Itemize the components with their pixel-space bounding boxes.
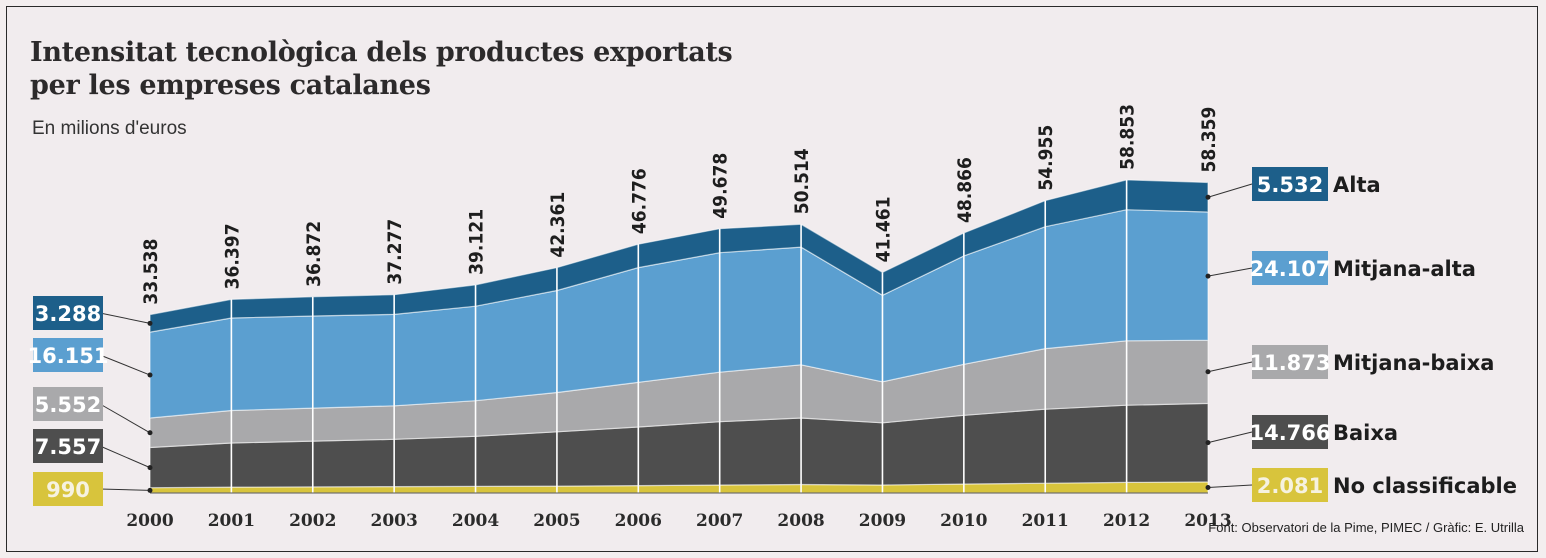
leader-dot (1205, 484, 1211, 490)
total-label: 58.853 (1117, 104, 1139, 170)
x-axis-ticks: 2000 2001 2002 2003 2004 2005 2006 2007 2008 2009… (126, 511, 1231, 531)
total-label: 41.461 (872, 196, 894, 262)
total-label: 39.121 (466, 209, 488, 275)
start-badge-value: 3.288 (35, 302, 101, 326)
year-separators (230, 179, 1128, 493)
end-badge (1252, 251, 1328, 285)
end-badge-value: 11.873 (1249, 351, 1330, 375)
x-tick-label: 2011 (1022, 511, 1069, 531)
series-name-label: Alta (1333, 173, 1381, 197)
start-badge (33, 338, 103, 372)
source-credit: Font: Observatori de la Pime, PIMEC / Gr… (1208, 520, 1524, 535)
end-badge-value: 2.081 (1257, 474, 1323, 498)
start-badge-value: 5.552 (35, 393, 101, 417)
chart-title: Intensitat tecnològica dels productes ex… (30, 36, 733, 102)
start-badge (33, 472, 103, 506)
x-tick-label: 2007 (696, 511, 743, 531)
total-label: 49.678 (710, 153, 732, 219)
start-badge-value: 16.151 (27, 344, 108, 368)
start-badge (33, 387, 103, 421)
title-line-2: per les empreses catalanes (30, 70, 431, 101)
leader-line (99, 354, 151, 376)
x-tick-label: 2008 (777, 511, 824, 531)
leader-line (99, 488, 151, 491)
leader-dot (1205, 273, 1211, 279)
chart-subtitle: En milions d'euros (32, 118, 187, 139)
x-tick-label: 2010 (940, 511, 987, 531)
total-label: 58.359 (1198, 107, 1220, 173)
leader-line (1207, 484, 1253, 488)
total-label: 54.955 (1035, 125, 1057, 191)
series-name-label: No classificable (1333, 474, 1517, 498)
leader-dot (147, 320, 153, 326)
total-label: 42.361 (547, 192, 569, 258)
x-tick-label: 2001 (208, 511, 255, 531)
leader-dot (1205, 440, 1211, 446)
x-tick-label: 2013 (1184, 511, 1231, 531)
area-alta (149, 179, 1209, 333)
x-tick-label: 2003 (370, 511, 417, 531)
x-tick-label: 2005 (533, 511, 580, 531)
start-badge-value: 990 (46, 478, 90, 502)
total-label: 48.866 (954, 157, 976, 223)
series-name-label: Mitjana-alta (1333, 257, 1476, 281)
start-badge-value: 7.557 (35, 435, 101, 459)
end-badge (1252, 167, 1328, 201)
total-label: 36.397 (221, 223, 243, 289)
x-tick-label: 2009 (859, 511, 906, 531)
total-labels: 33.538 36.397 36.872 37.277 39.121 42.361 46.7… (140, 104, 1220, 305)
leader-dot (147, 465, 153, 471)
leader-line (99, 445, 151, 469)
start-badge (33, 429, 103, 463)
leader-line (1207, 183, 1253, 198)
series-name-label: Mitjana-baixa (1333, 351, 1494, 375)
x-tick-label: 2004 (452, 511, 499, 531)
total-label: 46.776 (628, 168, 650, 234)
leader-line (1207, 267, 1253, 277)
end-badge-value: 5.532 (1257, 173, 1323, 197)
end-badge-value: 24.107 (1249, 257, 1330, 281)
start-badge (33, 296, 103, 330)
leader-dot (147, 430, 153, 436)
leader-dot (147, 372, 153, 378)
leader-line (99, 312, 151, 324)
leader-line (99, 403, 151, 434)
x-tick-label: 2006 (615, 511, 662, 531)
start-labels: 990 7.557 5.552 16.151 3.288 (27, 296, 153, 506)
leader-dot (1205, 369, 1211, 375)
leader-line (1207, 431, 1253, 444)
x-tick-label: 2012 (1103, 511, 1150, 531)
x-tick-label: 2000 (126, 511, 173, 531)
end-badge (1252, 415, 1328, 449)
series-name-label: Baixa (1333, 421, 1398, 445)
end-badge (1252, 345, 1328, 379)
leader-dot (147, 487, 153, 493)
leader-line (1207, 361, 1253, 373)
total-label: 37.277 (384, 219, 406, 285)
title-line-1: Intensitat tecnològica dels productes ex… (30, 37, 733, 68)
total-label: 36.872 (303, 221, 325, 287)
end-badge-value: 14.766 (1249, 421, 1330, 445)
leader-dot (1205, 194, 1211, 200)
end-badge (1252, 468, 1328, 502)
x-tick-label: 2002 (289, 511, 336, 531)
total-label: 33.538 (140, 239, 162, 305)
total-label: 50.514 (791, 148, 813, 214)
